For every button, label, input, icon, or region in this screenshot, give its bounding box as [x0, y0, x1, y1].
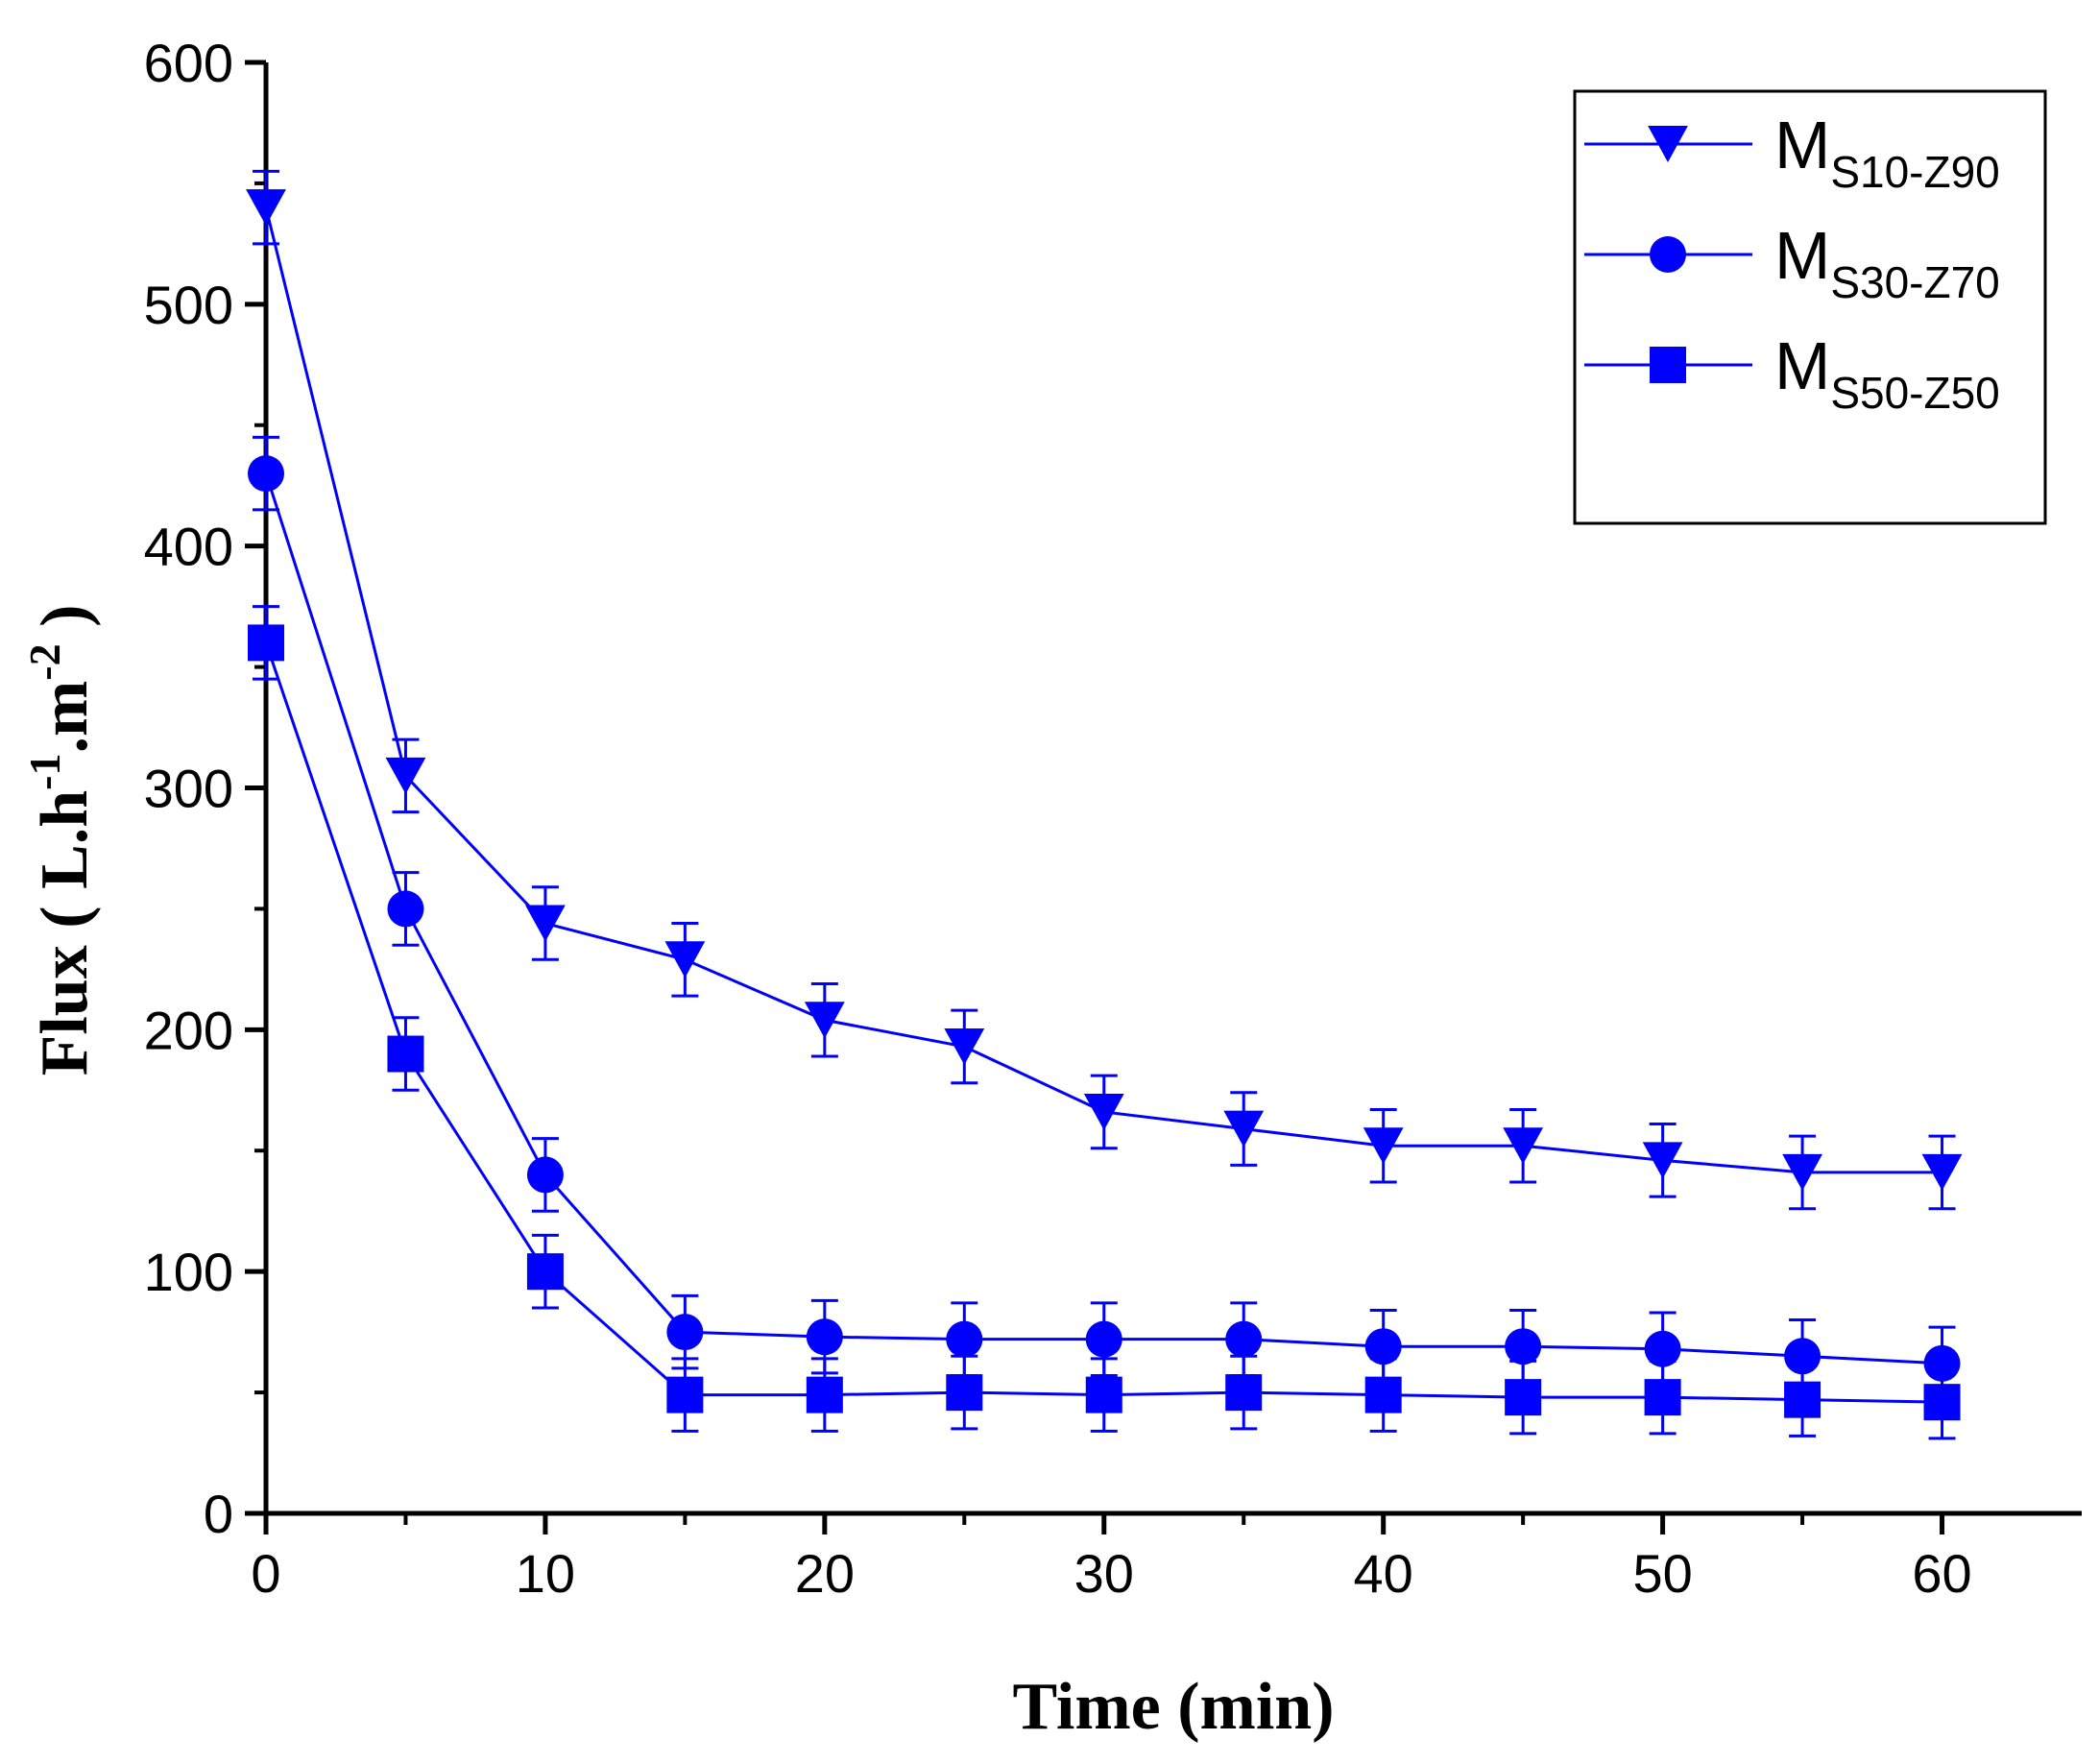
- data-point: [1644, 1379, 1681, 1416]
- data-point: [944, 1027, 985, 1065]
- data-point: [1503, 1127, 1544, 1165]
- data-point: [1225, 1320, 1263, 1358]
- y-axis-title-prefix: Flux ( L.h: [28, 790, 102, 1076]
- data-point: [804, 1002, 845, 1039]
- data-point: [946, 1320, 983, 1358]
- y-axis-title: Flux ( L.h-1.m-2 ): [20, 605, 102, 1076]
- data-point: [1923, 1384, 1961, 1421]
- y-tick-label: 600: [144, 33, 233, 93]
- x-tick-label: 30: [1074, 1543, 1134, 1604]
- data-point: [526, 1253, 564, 1291]
- x-tick-label: 40: [1354, 1543, 1413, 1604]
- data-point: [246, 189, 286, 227]
- data-point: [1642, 1142, 1683, 1179]
- y-tick-label: 0: [204, 1484, 233, 1544]
- x-tick-label: 60: [1912, 1543, 1971, 1604]
- legend-box: [1573, 89, 2047, 525]
- data-point: [946, 1374, 983, 1412]
- legend-label-main: M: [1774, 328, 1830, 403]
- y-tick-label: 200: [144, 1000, 233, 1060]
- data-point: [1921, 1153, 1963, 1191]
- data-point: [525, 905, 566, 942]
- data-point: [1784, 1381, 1822, 1418]
- data-point: [387, 890, 424, 928]
- y-axis-title-mid: .m: [28, 681, 102, 754]
- data-point: [1364, 1328, 1402, 1365]
- legend-label-subscript: S50-Z50: [1830, 368, 1999, 418]
- data-point: [1505, 1379, 1542, 1416]
- y-axis-title-exp2: -2: [20, 643, 69, 680]
- data-point: [1784, 1338, 1822, 1375]
- data-point: [666, 1314, 704, 1351]
- legend-entry: MS50-Z50: [1584, 328, 2000, 418]
- legend-label-main: M: [1774, 218, 1830, 293]
- series-s50-z50: [248, 605, 1961, 1440]
- legend-label-main: M: [1774, 108, 1830, 182]
- legend-entry: MS10-Z90: [1584, 108, 2000, 197]
- legend-label: MS10-Z90: [1774, 108, 2000, 197]
- x-tick-label: 50: [1632, 1543, 1692, 1604]
- axis-titles: Time (min) Flux ( L.h-1.m-2 ): [20, 605, 1335, 1744]
- legend-marker: [1648, 126, 1688, 162]
- data-point: [806, 1376, 843, 1414]
- x-tick-label: 10: [516, 1543, 575, 1604]
- legend-label-subscript: S30-Z70: [1830, 257, 1999, 307]
- data-point: [1223, 1110, 1265, 1148]
- data-point: [1505, 1328, 1542, 1365]
- y-tick-label: 500: [144, 275, 233, 335]
- data-point: [385, 757, 426, 794]
- y-tick-label: 100: [144, 1242, 233, 1302]
- data-point: [248, 624, 284, 662]
- legend-entry: MS30-Z70: [1584, 218, 2000, 307]
- data-series: [246, 169, 1963, 1440]
- legend-label-subscript: S10-Z90: [1830, 147, 1999, 197]
- legend-marker: [1650, 236, 1686, 273]
- data-point: [248, 455, 284, 493]
- data-point: [1782, 1153, 1822, 1191]
- series-s10-z90: [246, 169, 1963, 1211]
- data-point: [666, 1376, 704, 1414]
- legend-label: MS30-Z70: [1774, 218, 2000, 307]
- data-point: [1923, 1344, 1961, 1382]
- data-point: [1364, 1376, 1402, 1414]
- data-point: [1363, 1127, 1404, 1165]
- data-point: [1644, 1330, 1681, 1367]
- data-point: [1225, 1374, 1263, 1412]
- y-tick-label: 300: [144, 759, 233, 819]
- data-point: [1085, 1320, 1122, 1358]
- y-tick-label: 400: [144, 517, 233, 577]
- data-point: [1083, 1093, 1124, 1130]
- data-point: [664, 941, 706, 979]
- data-point: [526, 1156, 564, 1194]
- data-point: [1085, 1376, 1122, 1414]
- data-point: [806, 1318, 843, 1356]
- series-s30-z70: [248, 435, 1961, 1402]
- data-point: [387, 1035, 424, 1073]
- y-axis-title-exp1: -1: [20, 754, 69, 790]
- y-axis-title-suffix: ): [28, 605, 102, 644]
- x-axis-title: Time (min): [1012, 1670, 1334, 1744]
- legend-marker: [1650, 347, 1686, 383]
- legend-label: MS50-Z50: [1774, 328, 2000, 418]
- x-tick-label: 0: [251, 1543, 280, 1604]
- x-tick-label: 20: [795, 1543, 855, 1604]
